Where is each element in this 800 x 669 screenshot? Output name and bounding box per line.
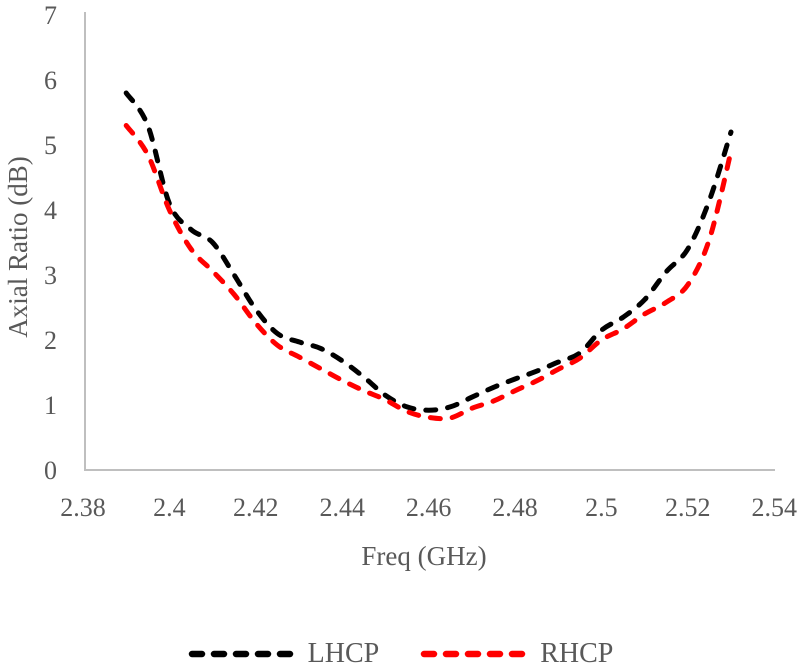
y-tick-label: 1 [44, 391, 57, 420]
x-tick-label: 2.4 [153, 493, 186, 522]
rhcp-dashed-line-swatch [420, 650, 530, 658]
y-tick-label: 5 [44, 131, 57, 160]
x-tick-label: 2.54 [751, 493, 797, 522]
lhcp-dashed-line-swatch [188, 650, 297, 658]
x-tick-label: 2.46 [406, 493, 452, 522]
chart-legend: LHCP RHCP [0, 639, 800, 669]
series-line-lhcp [123, 90, 734, 413]
chart-canvas: 0 1 2 3 4 5 6 7 2.38 2.4 2.42 2.44 2.46 2.48 2.5 2.52 2.… [44, 1, 797, 522]
x-tick-label: 2.48 [492, 493, 538, 522]
x-tick-label: 2.42 [233, 493, 279, 522]
x-tick-label: 2.52 [665, 493, 711, 522]
legend-item-lhcp: LHCP [187, 638, 380, 669]
y-axis-title: Axial Ratio (dB) [3, 156, 33, 338]
y-tick-label: 6 [44, 66, 57, 95]
x-axis-title: Freq (GHz) [361, 541, 487, 571]
legend-label-rhcp: RHCP [540, 638, 614, 669]
legend-item-rhcp: RHCP [419, 639, 613, 669]
y-tick-label: 0 [44, 456, 57, 485]
y-tick-label: 7 [44, 1, 57, 30]
y-tick-label: 3 [44, 261, 57, 290]
x-tick-label: 2.44 [319, 493, 365, 522]
legend-label-lhcp: LHCP [307, 638, 380, 669]
series-line-rhcp [123, 123, 734, 422]
y-tick-label: 4 [44, 196, 57, 225]
x-tick-label: 2.38 [60, 493, 106, 522]
x-tick-label: 2.5 [585, 493, 618, 522]
y-tick-label: 2 [44, 326, 57, 355]
